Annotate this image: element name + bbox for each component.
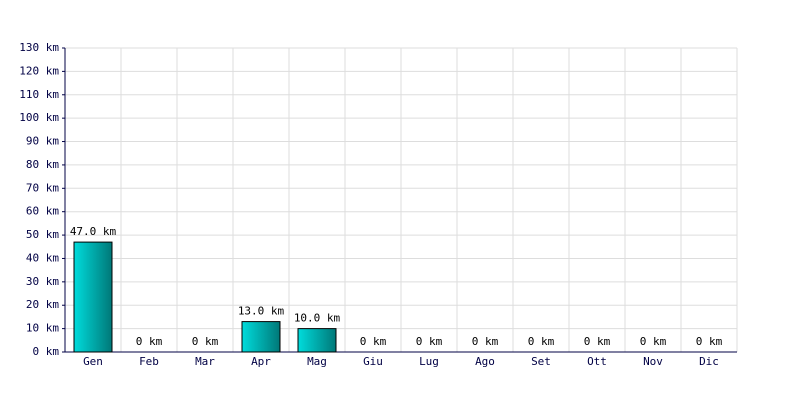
x-tick-label: Set [531,355,551,368]
y-tick-label: 80 km [26,158,59,171]
value-label: 0 km [528,335,555,348]
y-tick-label: 130 km [19,41,59,54]
x-tick-label: Feb [139,355,159,368]
value-label: 0 km [640,335,667,348]
y-tick-label: 40 km [26,251,59,264]
y-tick-label: 70 km [26,181,59,194]
bar [297,328,337,353]
y-tick-label: 110 km [19,88,59,101]
y-tick-label: 90 km [26,135,59,148]
y-tick-label: 50 km [26,228,59,241]
y-tick-label: 0 km [33,345,60,358]
value-label: 0 km [584,335,611,348]
y-tick-label: 100 km [19,111,59,124]
x-tick-label: Ago [475,355,495,368]
value-label: 47.0 km [70,225,117,238]
x-tick-label: Mar [195,355,215,368]
value-label: 0 km [360,335,387,348]
y-tick-label: 10 km [26,322,59,335]
y-tick-label: 60 km [26,205,59,218]
value-label: 0 km [472,335,499,348]
x-tick-label: Gen [83,355,103,368]
value-label: 0 km [136,335,163,348]
value-label: 10.0 km [294,312,341,325]
y-tick-label: 20 km [26,298,59,311]
x-tick-label: Dic [699,355,719,368]
x-tick-label: Apr [251,355,271,368]
bar [73,241,113,353]
bar [241,321,281,353]
y-tick-label: 120 km [19,64,59,77]
x-tick-label: Nov [643,355,663,368]
y-tick-label: 30 km [26,275,59,288]
x-tick-label: Ott [587,355,607,368]
x-tick-label: Mag [307,355,327,368]
x-tick-label: Giu [363,355,383,368]
x-tick-label: Lug [419,355,439,368]
value-label: 0 km [416,335,443,348]
value-label: 0 km [696,335,723,348]
value-label: 0 km [192,335,219,348]
value-label: 13.0 km [238,305,285,318]
